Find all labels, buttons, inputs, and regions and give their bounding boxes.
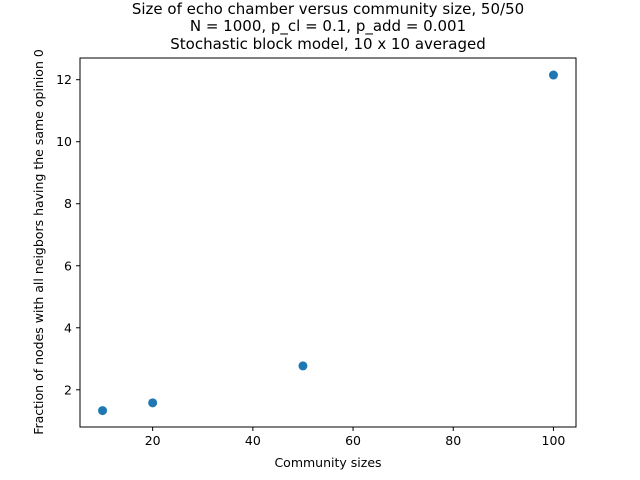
plot-frame (79, 57, 577, 428)
y-tick-label: 10 (56, 134, 72, 149)
y-axis-label: Fraction of nodes with all neigbors havi… (31, 49, 46, 435)
x-tick-label: 40 (245, 433, 261, 448)
data-point-1 (148, 398, 158, 408)
chart-title: Size of echo chamber versus community si… (132, 0, 524, 53)
x-tick-label: 60 (345, 433, 361, 448)
data-point-2 (298, 361, 308, 371)
title-line-3: Stochastic block model, 10 x 10 averaged (170, 35, 486, 53)
y-tick-label: 12 (56, 72, 72, 87)
title-line-2: N = 1000, p_cl = 0.1, p_add = 0.001 (190, 17, 466, 36)
y-tick-label: 2 (64, 382, 72, 397)
title-line-1: Size of echo chamber versus community si… (132, 0, 524, 18)
data-points (98, 70, 558, 416)
data-point-0 (98, 406, 108, 416)
x-tick-label: 80 (445, 433, 461, 448)
x-axis-label: Community sizes (274, 455, 381, 470)
y-tick-label: 4 (64, 320, 72, 335)
ticks: 20 40 60 80 100 2 4 6 8 10 12 (56, 72, 565, 448)
x-tick-label: 20 (145, 433, 161, 448)
data-point-3 (548, 70, 558, 80)
y-tick-label: 8 (64, 196, 72, 211)
x-tick-label: 100 (542, 433, 566, 448)
y-tick-label: 6 (64, 258, 72, 273)
